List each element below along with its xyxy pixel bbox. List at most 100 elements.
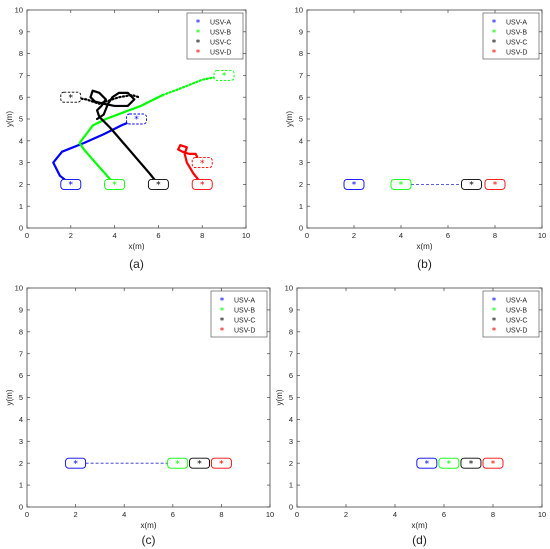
x-axis-label: x(m) — [141, 521, 157, 530]
usv-center-star: * — [112, 181, 117, 191]
y-tick-label: 10 — [295, 6, 303, 15]
legend-star-icon: * — [492, 39, 497, 49]
usv-marker: * — [126, 113, 147, 125]
legend-star-icon: * — [492, 19, 497, 29]
usv-center-star: * — [222, 72, 227, 82]
x-axis-label: x(m) — [412, 521, 428, 530]
y-tick-label: 4 — [299, 136, 303, 145]
usv-marker: * — [189, 457, 210, 469]
y-tick-label: 4 — [19, 415, 23, 424]
y-tick-label: 6 — [19, 93, 23, 102]
usv-center-star: * — [425, 459, 430, 469]
y-tick-label: 8 — [299, 49, 303, 58]
x-tick-label: 10 — [266, 510, 274, 519]
usv-hull — [210, 457, 232, 469]
legend-star-icon: * — [492, 297, 497, 307]
usv-hull — [460, 457, 482, 469]
legend-box — [482, 290, 540, 338]
usv-marker: * — [343, 178, 365, 191]
usv-marker: * — [438, 457, 460, 469]
x-axis-label: x(m) — [417, 242, 433, 251]
usv-center-star: * — [219, 459, 224, 469]
legend-entry: USV-A — [210, 20, 231, 27]
usv-hull — [60, 91, 82, 103]
y-tick-label: 1 — [299, 202, 303, 211]
usv-marker: * — [460, 457, 482, 469]
x-tick-label: 6 — [442, 510, 446, 519]
legend-box — [482, 12, 540, 60]
usv-hull — [104, 178, 126, 190]
x-tick-label: 2 — [69, 231, 73, 240]
usv-hull — [189, 457, 210, 469]
usv-center-star: * — [69, 181, 74, 191]
legend-star-icon: * — [492, 49, 497, 59]
y-tick-label: 7 — [19, 71, 23, 80]
legend-entry: USV-C — [506, 318, 527, 325]
y-tick-label: 4 — [19, 136, 23, 145]
legend-entry: USV-B — [234, 308, 255, 315]
y-tick-label: 0 — [19, 503, 23, 512]
x-tick-label: 0 — [305, 231, 309, 240]
trajectory-USV-B — [78, 93, 164, 186]
y-tick-label: 7 — [299, 71, 303, 80]
x-tick-label: 8 — [200, 231, 204, 240]
y-tick-label: 5 — [299, 115, 303, 124]
usv-hull — [65, 457, 87, 469]
y-tick-label: 2 — [19, 459, 23, 468]
legend-entry: USV-C — [234, 318, 255, 325]
y-tick-label: 3 — [289, 437, 293, 446]
legend-entry: USV-D — [234, 328, 255, 335]
y-tick-label: 0 — [19, 224, 23, 233]
y-tick-label: 8 — [19, 49, 23, 58]
legend-star-icon: * — [196, 49, 201, 59]
x-tick-label: 0 — [25, 231, 29, 240]
legend-star-icon: * — [196, 39, 201, 49]
y-tick-label: 2 — [19, 180, 23, 189]
panel-caption: (c) — [142, 533, 156, 547]
usv-marker: * — [210, 457, 232, 469]
usv-marker: * — [213, 69, 235, 82]
y-tick-label: 2 — [299, 180, 303, 189]
usv-center-star: * — [200, 159, 205, 169]
usv-hull — [484, 178, 506, 190]
legend-star-icon: * — [220, 297, 225, 307]
usv-center-star: * — [399, 181, 404, 191]
x-tick-label: 2 — [352, 231, 356, 240]
usv-center-star: * — [447, 459, 452, 469]
x-tick-label: 10 — [538, 231, 546, 240]
y-tick-label: 0 — [289, 503, 293, 512]
usv-center-star: * — [134, 115, 139, 125]
legend-star-icon: * — [492, 29, 497, 39]
y-tick-label: 10 — [15, 284, 23, 293]
legend-entry: USV-D — [210, 50, 231, 57]
trajectory-dotted-USV-B — [161, 74, 226, 97]
usv-marker: * — [461, 178, 482, 191]
usv-marker: * — [390, 178, 412, 191]
usv-marker: * — [147, 178, 169, 191]
y-tick-label: 7 — [19, 349, 23, 358]
usv-center-star: * — [200, 181, 205, 191]
usv-marker: * — [167, 457, 189, 469]
usv-marker: * — [484, 178, 506, 191]
usv-hull — [191, 178, 213, 190]
legend-entry: USV-C — [210, 40, 231, 47]
legend-star-icon: * — [196, 19, 201, 29]
legend-entry: USV-A — [506, 298, 527, 305]
y-tick-label: 9 — [299, 27, 303, 36]
y-tick-label: 10 — [285, 284, 293, 293]
y-tick-label: 6 — [19, 371, 23, 380]
usv-marker: * — [191, 157, 213, 169]
y-axis-label: y(m) — [275, 389, 284, 405]
y-tick-label: 3 — [19, 437, 23, 446]
legend-entry: USV-D — [506, 328, 527, 335]
legend-box — [210, 290, 268, 338]
x-tick-label: 4 — [399, 231, 403, 240]
y-tick-label: 1 — [289, 481, 293, 490]
y-tick-label: 10 — [15, 6, 23, 15]
usv-hull — [167, 457, 189, 469]
legend-star-icon: * — [492, 317, 497, 327]
legend-star-icon: * — [196, 29, 201, 39]
y-axis-label: y(m) — [285, 111, 294, 127]
usv-hull — [213, 69, 235, 81]
